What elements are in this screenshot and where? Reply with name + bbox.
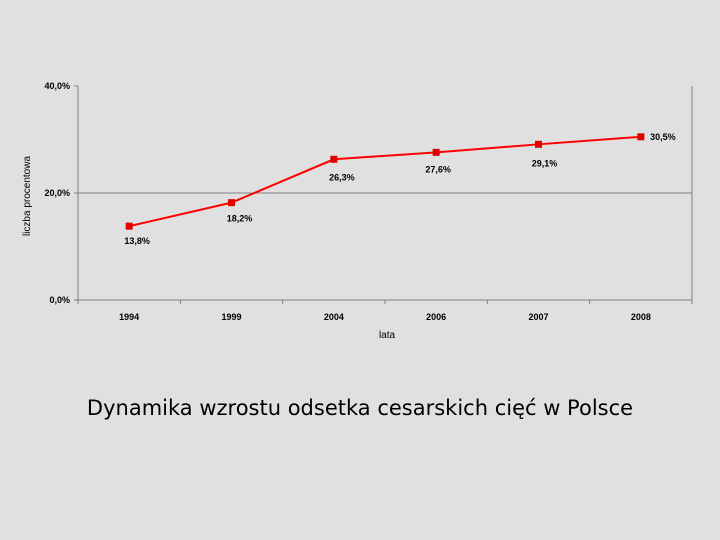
- line-chart: 0,0%20,0%40,0% 1994 1999 2004 2006 2007 2008 …: [22, 81, 693, 341]
- x-tick-label: 1994: [119, 312, 139, 322]
- data-point-marker: [228, 199, 235, 207]
- data-label: 26,3%: [329, 172, 355, 182]
- series-markers: [125, 133, 645, 230]
- y-tick-label: 40,0%: [44, 81, 70, 91]
- data-label: 18,2%: [227, 214, 253, 224]
- data-point-marker: [637, 133, 645, 141]
- y-tick-label: 20,0%: [44, 188, 70, 198]
- data-labels: 13,8% 18,2% 26,3% 27,6% 29,1% 30,5%: [124, 132, 675, 246]
- x-tick-label: 1999: [221, 312, 241, 322]
- y-axis-title: liczba procentowa: [22, 156, 33, 236]
- y-axis-ticks: 0,0% 20,0% 40,0%: [44, 81, 78, 305]
- data-label: 30,5%: [650, 132, 676, 142]
- series-line: [128, 135, 641, 228]
- x-tick-label: 2007: [528, 312, 548, 322]
- x-tick-label: 2008: [631, 312, 651, 322]
- data-label: 29,1%: [532, 158, 558, 168]
- data-point-marker: [330, 155, 338, 163]
- x-axis-title: lata: [379, 330, 396, 341]
- data-label: 27,6%: [425, 164, 451, 174]
- data-point-marker: [432, 148, 440, 156]
- x-tick-label: 2006: [426, 312, 446, 322]
- y-tick-label: 0,0%: [49, 295, 70, 305]
- x-axis-ticks: 1994 1999 2004 2006 2007 2008: [77, 300, 693, 322]
- plot-area: 0,0%20,0%40,0% 1994 1999 2004 2006 2007 2008 …: [44, 81, 693, 322]
- data-point-marker: [535, 140, 542, 148]
- slide-caption: Dynamika wzrostu odsetka cesarskich cięć…: [86, 396, 634, 420]
- data-label: 13,8%: [124, 236, 150, 246]
- data-point-marker: [125, 222, 133, 230]
- x-tick-label: 2004: [324, 312, 344, 322]
